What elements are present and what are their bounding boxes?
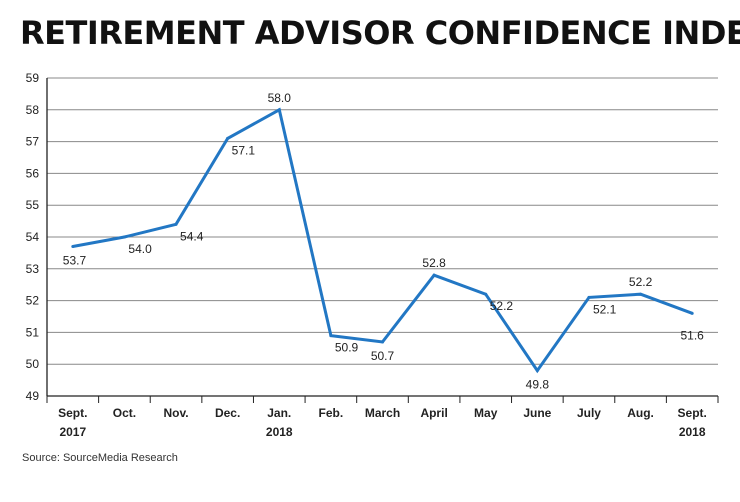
- data-label: 50.7: [371, 349, 395, 363]
- x-tick-label: 2018: [266, 425, 293, 439]
- x-tick-label: July: [577, 406, 601, 420]
- x-axis-ticks: Sept. 2017 Oct. Nov. Dec. Jan. 2018 Feb. March Ap…: [58, 406, 707, 439]
- y-tick-label: 50: [26, 357, 40, 371]
- data-point: [122, 235, 126, 239]
- x-tick-label: Aug.: [627, 406, 654, 420]
- x-tick-label: Dec.: [215, 406, 240, 420]
- data-point: [690, 311, 694, 315]
- data-point: [639, 292, 643, 296]
- x-tick-label: March: [365, 406, 400, 420]
- data-label: 57.1: [232, 143, 256, 157]
- series-line: [72, 107, 693, 374]
- data-point: [381, 340, 384, 344]
- data-series: [71, 107, 694, 374]
- x-tick-label: Sept.: [58, 406, 87, 420]
- y-tick-label: 56: [26, 166, 40, 180]
- data-label: 54.4: [180, 229, 204, 243]
- x-tick-label: 2017: [59, 425, 86, 439]
- x-tick-label: Feb.: [319, 406, 344, 420]
- y-tick-label: 49: [26, 389, 40, 403]
- x-tick-label: Oct.: [113, 406, 136, 420]
- y-tick-label: 51: [26, 325, 40, 339]
- data-labels: 53.7 54.0 54.4 57.1 58.0 50.9 50.7 52.8 52.2 49.8…: [63, 91, 704, 392]
- source-note: Source: SourceMedia Research: [22, 452, 178, 464]
- data-label: 52.2: [629, 275, 653, 289]
- y-tick-label: 59: [26, 71, 40, 85]
- x-tick-label: Jan.: [267, 406, 291, 420]
- grid-lines: [46, 77, 719, 403]
- x-tick-label: April: [420, 406, 447, 420]
- data-label: 58.0: [268, 91, 292, 105]
- data-label: 53.7: [63, 254, 87, 268]
- data-point: [174, 222, 178, 226]
- data-label: 51.6: [681, 328, 705, 342]
- chart-title: RETIREMENT ADVISOR CONFIDENCE INDEX: [20, 14, 740, 52]
- data-label: 52.8: [422, 256, 446, 270]
- data-point: [587, 295, 591, 299]
- x-tick-label: June: [523, 406, 551, 420]
- y-tick-label: 55: [26, 198, 40, 212]
- data-label: 52.2: [490, 299, 514, 313]
- data-point: [71, 245, 75, 249]
- y-tick-label: 54: [26, 230, 40, 244]
- x-tick-label: Nov.: [163, 406, 188, 420]
- data-point: [277, 108, 281, 112]
- y-axis-ticks: 49 50 51 52 53 54 55 56 57 58 59: [26, 71, 40, 403]
- y-tick-label: 53: [26, 262, 40, 276]
- x-tick-label: 2018: [679, 425, 706, 439]
- data-label: 49.8: [526, 378, 550, 392]
- data-point: [432, 273, 436, 277]
- y-tick-label: 57: [26, 135, 40, 149]
- y-tick-label: 58: [26, 103, 40, 117]
- x-tick-label: Sept.: [678, 406, 707, 420]
- data-label: 52.1: [593, 302, 617, 316]
- data-point: [535, 369, 539, 373]
- data-point: [226, 136, 230, 140]
- y-tick-label: 52: [26, 294, 40, 308]
- x-tick-label: May: [474, 406, 498, 420]
- data-label: 50.9: [335, 341, 359, 355]
- data-point: [329, 334, 333, 338]
- data-label: 54.0: [128, 242, 152, 256]
- data-point: [484, 292, 488, 296]
